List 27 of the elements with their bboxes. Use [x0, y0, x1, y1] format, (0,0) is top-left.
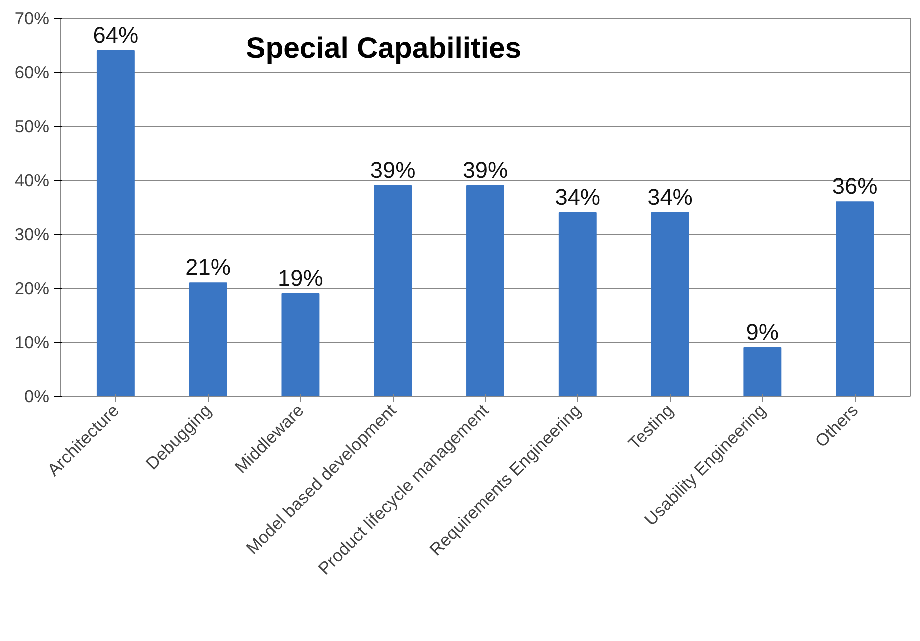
data-label: 9%	[746, 318, 780, 345]
bar	[651, 212, 690, 396]
data-label: 36%	[832, 173, 878, 200]
y-tick-label: 10%	[14, 332, 50, 352]
data-label: 19%	[278, 264, 324, 291]
bar	[558, 212, 597, 396]
data-label: 34%	[555, 184, 601, 210]
y-tick-label: 20%	[14, 278, 50, 298]
text: Special Capabilities	[246, 32, 522, 66]
y-tick-label: 70%	[14, 8, 50, 28]
data-label: 21%	[186, 254, 232, 280]
data-label: 39%	[462, 156, 508, 183]
bar	[466, 185, 504, 396]
y-tick-label: 30%	[14, 224, 50, 244]
data-label: 64%	[93, 22, 139, 48]
bar	[189, 282, 228, 396]
y-tick-label: 40%	[14, 170, 50, 190]
bar	[96, 50, 135, 396]
bar	[744, 347, 782, 396]
y-tick-label: 0%	[24, 386, 50, 406]
bar	[374, 185, 412, 396]
y-tick-label: 60%	[14, 62, 50, 82]
bar	[836, 202, 874, 396]
y-tick-label: 50%	[14, 116, 50, 136]
bar	[282, 293, 320, 396]
data-label: 39%	[370, 156, 416, 183]
data-label: 34%	[648, 184, 693, 210]
